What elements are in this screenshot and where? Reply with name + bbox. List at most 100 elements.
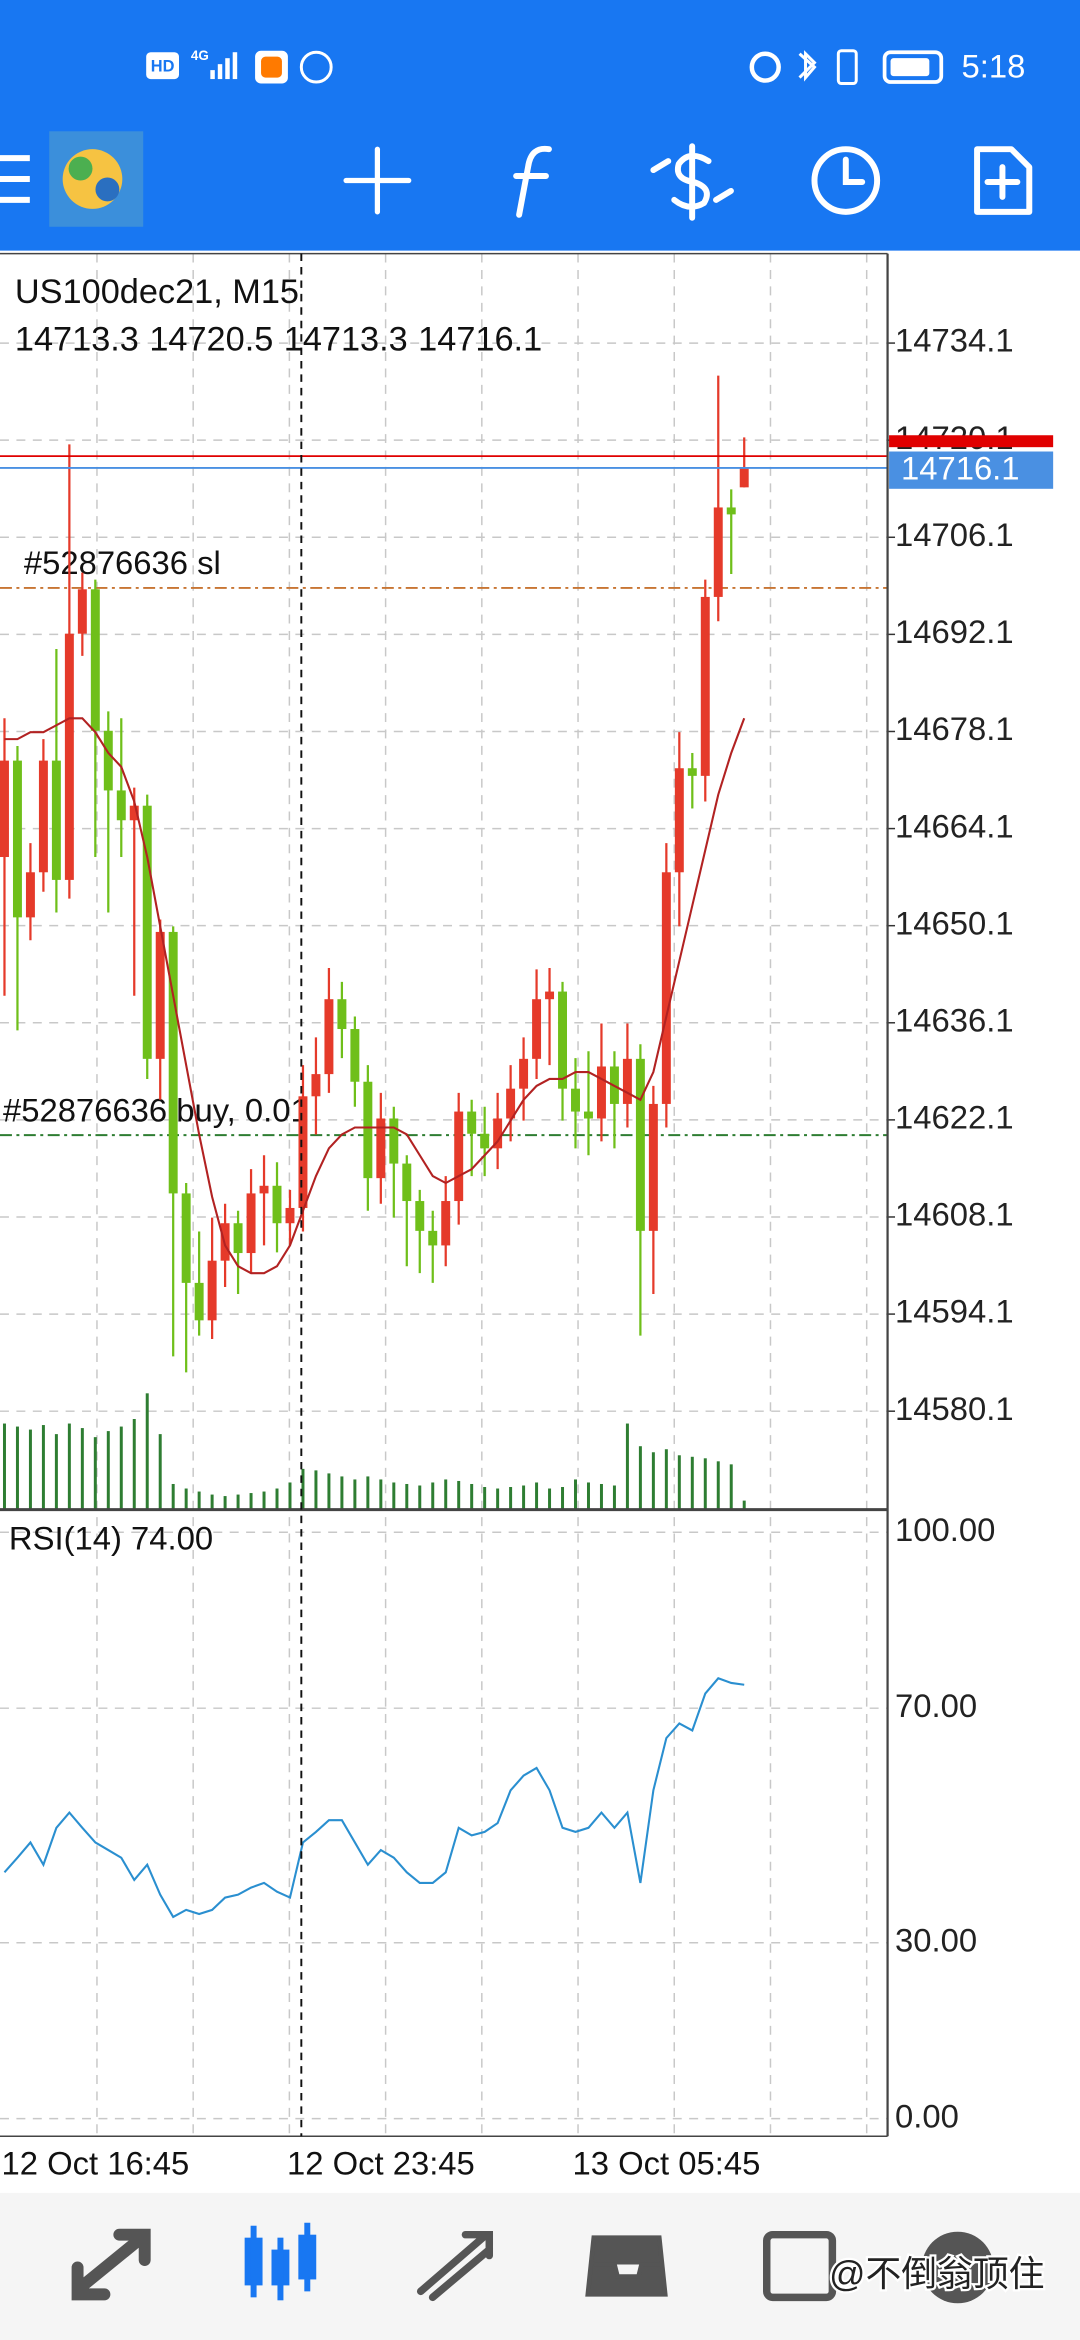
- volume-bar: [262, 1491, 266, 1510]
- candle-body: [402, 1163, 412, 1202]
- network-label: 4G: [191, 48, 209, 63]
- candle-body: [298, 1096, 308, 1208]
- ohlc-line: 14713.3 14720.5 14713.3 14716.1: [15, 321, 542, 359]
- alarm-icon: [749, 51, 781, 83]
- candle-body: [635, 1058, 645, 1231]
- hd-label: HD: [151, 57, 175, 75]
- candle-body: [51, 760, 61, 880]
- volume-bar: [651, 1452, 655, 1510]
- volume-bar: [80, 1428, 84, 1510]
- candle-body: [350, 1029, 360, 1082]
- clock: 5:18: [962, 47, 1026, 84]
- volume-bar: [327, 1473, 331, 1510]
- candle-body: [571, 1088, 580, 1112]
- candle-body: [467, 1111, 477, 1134]
- candle-body: [90, 589, 100, 731]
- volume-bar: [366, 1476, 370, 1510]
- new-order-plus: [984, 164, 1021, 200]
- candle-body: [493, 1118, 503, 1149]
- volume-bar: [574, 1479, 577, 1510]
- trade-button[interactable]: [671, 143, 712, 221]
- candle-body: [441, 1201, 451, 1246]
- indicators-button[interactable]: [513, 145, 552, 218]
- candle-body: [700, 596, 710, 776]
- volume-bar: [54, 1434, 58, 1510]
- ohlc-close: 14716.1: [418, 321, 542, 359]
- volume-bar: [690, 1456, 694, 1510]
- candle-body: [687, 768, 697, 776]
- chart-title: US100dec21, M15: [15, 273, 299, 311]
- rsi-tick-label: 0.00: [895, 2097, 959, 2134]
- candle-body: [155, 931, 165, 1059]
- signal-icon: [210, 52, 238, 80]
- battery-level: [890, 58, 930, 77]
- news-tab[interactable]: [763, 2230, 837, 2302]
- volume-bar: [2, 1423, 6, 1510]
- volume-bar: [677, 1455, 681, 1510]
- candle-body: [454, 1111, 464, 1202]
- menu-button[interactable]: [0, 155, 30, 203]
- volume-bar: [586, 1482, 590, 1510]
- ohlc-high: 14720.5: [149, 321, 273, 359]
- crosshair-button[interactable]: [343, 146, 412, 215]
- clock-hands: [842, 156, 866, 185]
- trade-tab[interactable]: [416, 2230, 494, 2302]
- volume-bar: [729, 1464, 733, 1510]
- bid-marker: [889, 451, 1054, 489]
- volume-bar: [470, 1483, 474, 1510]
- candle-body: [194, 1282, 204, 1321]
- candle-body: [376, 1118, 386, 1179]
- volume-bar: [664, 1449, 668, 1510]
- candle-body: [129, 805, 139, 821]
- battery-icon: [882, 50, 944, 84]
- candle-body: [363, 1081, 373, 1179]
- volume-bar: [67, 1423, 71, 1510]
- candle-body: [25, 872, 35, 918]
- volume-bar: [41, 1425, 45, 1510]
- messages-tab[interactable]: [921, 2231, 994, 2304]
- bid-label: 14716.1: [901, 450, 1020, 487]
- candle-body: [12, 760, 22, 918]
- volume-bar: [28, 1429, 32, 1510]
- quotes-tab[interactable]: [71, 2228, 151, 2301]
- candle-body: [285, 1207, 295, 1224]
- volume-bar: [703, 1458, 707, 1510]
- candle-body: [207, 1260, 217, 1321]
- volume-bar: [171, 1483, 175, 1510]
- volume-bar: [379, 1479, 383, 1510]
- volume-bar: [496, 1488, 500, 1510]
- vibrate-icon: [836, 49, 858, 86]
- hd-icon: [146, 52, 180, 80]
- ohlc-open: 14713.3: [15, 321, 139, 359]
- candle-body: [142, 805, 152, 1059]
- candle-body: [324, 999, 334, 1075]
- candle-body: [64, 633, 74, 880]
- volume-bar: [249, 1493, 253, 1510]
- volume-bar: [275, 1488, 279, 1510]
- x-tick-label: 12 Oct 16:45: [1, 2145, 189, 2182]
- volume-bar: [638, 1446, 642, 1510]
- app-header: [0, 0, 1080, 251]
- rsi-tick-label: 100.00: [895, 1511, 995, 1548]
- history-tab[interactable]: [585, 2235, 668, 2297]
- volume-bar: [197, 1491, 201, 1510]
- new-order-button[interactable]: [974, 146, 1033, 215]
- candle-body: [584, 1111, 593, 1119]
- chart-tab[interactable]: [244, 2222, 317, 2301]
- candle-body: [272, 1185, 282, 1224]
- volume-bar: [548, 1488, 552, 1510]
- candle-body: [726, 507, 736, 515]
- volume-bar: [145, 1393, 149, 1510]
- candle-body: [233, 1223, 243, 1254]
- candle-body: [739, 467, 749, 488]
- bluetooth-icon: [798, 50, 817, 82]
- x-tick-label: 13 Oct 05:45: [573, 2145, 761, 2182]
- timeframe-button[interactable]: [811, 146, 881, 215]
- candle-body: [622, 1058, 632, 1104]
- volume-bar: [93, 1437, 97, 1510]
- candle-body: [181, 1193, 191, 1283]
- candle-body: [519, 1058, 529, 1089]
- candle-body: [311, 1074, 321, 1097]
